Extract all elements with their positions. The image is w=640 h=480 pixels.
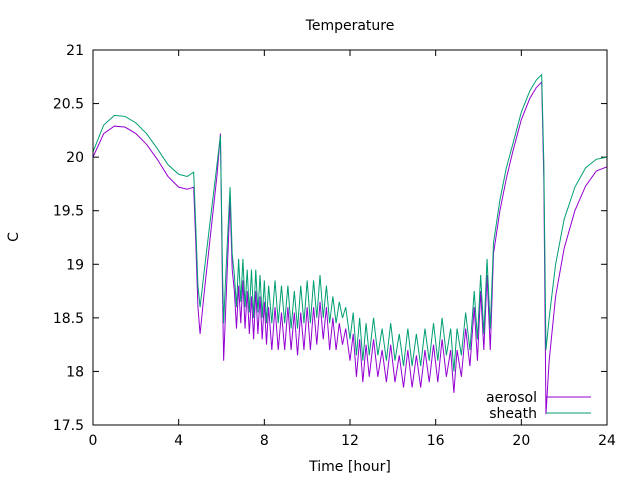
x-tick-label: 24 xyxy=(598,433,616,449)
y-tick-label: 18 xyxy=(66,364,84,380)
y-tick-label: 20.5 xyxy=(53,97,84,113)
series-line-aerosol xyxy=(92,80,608,415)
chart-title: Temperature xyxy=(305,18,395,34)
y-tick-label: 18.5 xyxy=(53,311,84,327)
y-tick-label: 20 xyxy=(66,150,84,166)
x-tick-label: 8 xyxy=(260,433,269,449)
legend-label-aerosol: aerosol xyxy=(486,390,537,406)
series-layer xyxy=(92,73,608,415)
x-tick-label: 12 xyxy=(341,433,359,449)
x-tick-label: 4 xyxy=(174,433,183,449)
y-axis-label: C xyxy=(6,232,22,242)
series-line-sheath xyxy=(92,73,608,372)
x-tick-label: 16 xyxy=(427,433,445,449)
axis-ticks: 0 4 8 12 16 20 24 17.5 18 18.5 19 19.5 20 20.5 21 xyxy=(53,43,616,449)
y-tick-label: 19 xyxy=(66,257,84,273)
y-tick-label: 19.5 xyxy=(53,204,84,220)
plot-frame xyxy=(92,49,608,426)
legend-label-sheath: sheath xyxy=(489,406,537,422)
x-axis-label: Time [hour] xyxy=(308,459,391,475)
y-tick-label: 21 xyxy=(66,43,84,59)
y-tick-label: 17.5 xyxy=(53,418,84,434)
x-tick-label: 20 xyxy=(512,433,530,449)
x-tick-label: 0 xyxy=(89,433,98,449)
